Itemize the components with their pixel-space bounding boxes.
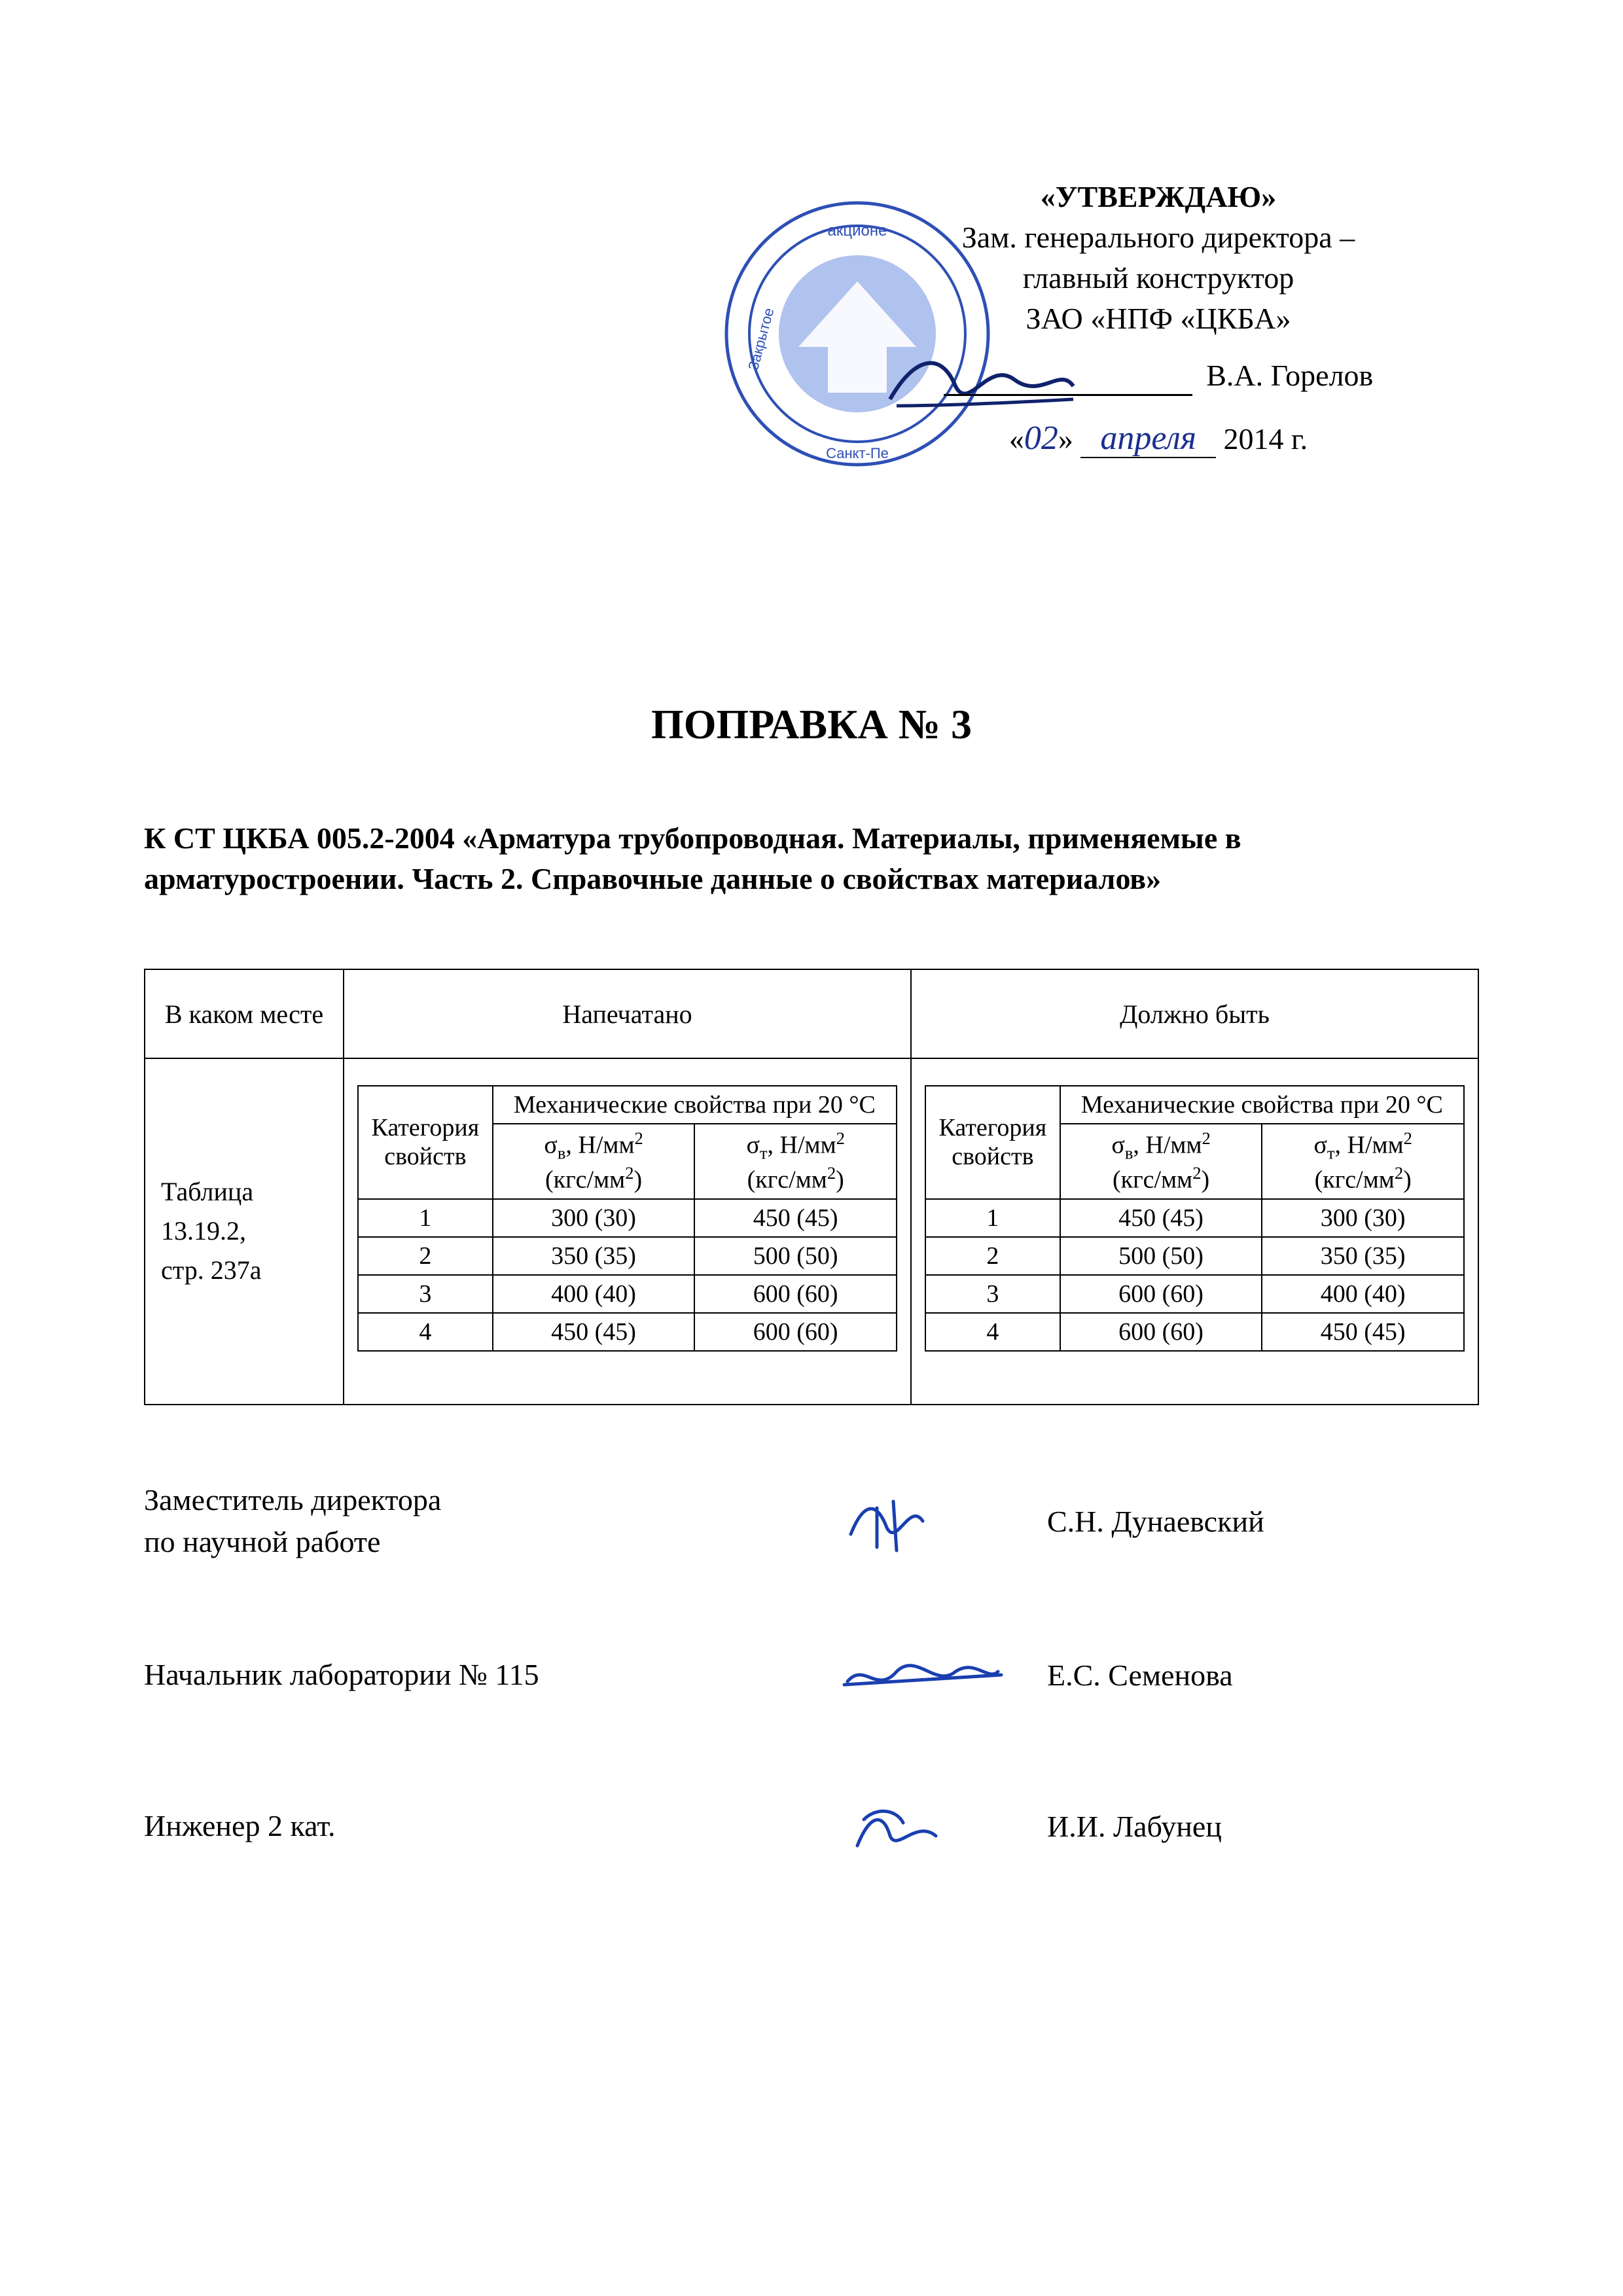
inner-header-sigma-v: σв, Н/мм2(кгс/мм2) [1060,1124,1262,1199]
signer-role: Инженер 2 кат. [144,1805,798,1847]
document-title: ПОПРАВКА № 3 [0,700,1623,749]
approval-title: «УТВЕРЖДАЮ» [864,177,1453,217]
inner-header-category: Категориясвойств [925,1086,1060,1199]
cell-sigma-v: 400 (40) [493,1275,695,1313]
signature-icon [838,1636,1008,1708]
table-row: 2350 (35)500 (50) [358,1237,897,1275]
cell-category: 4 [358,1313,493,1351]
printed-inner-table: КатегориясвойствМеханические свойства пр… [357,1085,897,1352]
cell-sigma-t: 600 (60) [694,1275,897,1313]
cell-sigma-v: 450 (45) [493,1313,695,1351]
inner-header-mech: Механические свойства при 20 °С [493,1086,897,1124]
approval-name: В.А. Горелов [1206,359,1373,392]
cell-category: 1 [925,1199,1060,1237]
signer-name: Е.С. Семенова [1047,1658,1309,1693]
inner-header-category: Категориясвойств [358,1086,493,1199]
signer-row: Инженер 2 кат. И.И. Лабунец [144,1787,1479,1866]
signature-icon [838,1482,1008,1554]
col-location: В каком месте [145,969,344,1058]
table-row: 1300 (30)450 (45) [358,1199,897,1237]
col-printed: Напечатано [344,969,911,1058]
signer-signature [798,1636,1047,1715]
cell-sigma-v: 300 (30) [493,1199,695,1237]
approval-line3: ЗАО «НПФ «ЦКБА» [864,298,1453,339]
approval-day: 02 [1024,420,1058,457]
signer-role: Заместитель директорапо научной работе [144,1479,798,1564]
table-row: 2500 (50)350 (35) [925,1237,1464,1275]
col-should: Должно быть [911,969,1478,1058]
approval-sign-line [944,394,1192,396]
cell-sigma-t: 450 (45) [694,1199,897,1237]
should-inner-table: КатегориясвойствМеханические свойства пр… [925,1085,1465,1352]
approval-line2: главный конструктор [864,258,1453,298]
signer-name: С.Н. Дунаевский [1047,1504,1309,1539]
cell-sigma-t: 300 (30) [1262,1199,1464,1237]
signer-signature [798,1482,1047,1561]
cell-category: 3 [358,1275,493,1313]
cell-sigma-v: 350 (35) [493,1237,695,1275]
table-row: 4450 (45)600 (60) [358,1313,897,1351]
table-row: 3400 (40)600 (60) [358,1275,897,1313]
inner-header-mech: Механические свойства при 20 °С [1060,1086,1464,1124]
table-row: 3600 (60)400 (40) [925,1275,1464,1313]
cell-sigma-v: 600 (60) [1060,1275,1262,1313]
signer-row: Начальник лаборатории № 115 Е.С. Семенова [144,1636,1479,1715]
approval-line1: Зам. генерального директора – [864,217,1453,258]
cell-sigma-v: 600 (60) [1060,1313,1262,1351]
location-cell: Таблица13.19.2,стр. 237а [145,1058,344,1405]
cell-sigma-t: 350 (35) [1262,1237,1464,1275]
signer-name: И.И. Лабунец [1047,1809,1309,1844]
cell-sigma-v: 500 (50) [1060,1237,1262,1275]
cell-category: 3 [925,1275,1060,1313]
table-row: 1450 (45)300 (30) [925,1199,1464,1237]
approval-month: апреля [1080,420,1216,458]
approval-date: «02» апреля 2014 г. [864,416,1453,461]
signature-icon [838,1787,1008,1859]
cell-sigma-t: 450 (45) [1262,1313,1464,1351]
inner-header-sigma-t: σт, Н/мм2(кгс/мм2) [694,1124,897,1199]
cell-category: 1 [358,1199,493,1237]
cell-sigma-t: 600 (60) [694,1313,897,1351]
printed-cell: КатегориясвойствМеханические свойства пр… [344,1058,911,1405]
signer-role: Начальник лаборатории № 115 [144,1654,798,1696]
page: акционе Закрытое Санкт-Пе «УТВЕРЖДАЮ» За… [0,0,1623,2296]
approval-block: «УТВЕРЖДАЮ» Зам. генерального директора … [864,177,1453,462]
approval-year: 2014 г. [1223,422,1308,456]
should-cell: КатегориясвойствМеханические свойства пр… [911,1058,1478,1405]
signers-block: Заместитель директорапо научной работе С.… [144,1479,1479,1938]
cell-sigma-t: 400 (40) [1262,1275,1464,1313]
inner-header-sigma-t: σт, Н/мм2(кгс/мм2) [1262,1124,1464,1199]
cell-category: 2 [358,1237,493,1275]
cell-category: 4 [925,1313,1060,1351]
cell-sigma-v: 450 (45) [1060,1199,1262,1237]
signer-row: Заместитель директорапо научной работе С.… [144,1479,1479,1564]
document-subtitle: К СТ ЦКБА 005.2-2004 «Арматура трубопров… [144,818,1479,899]
correction-table: В каком месте Напечатано Должно быть Таб… [144,969,1479,1405]
table-row: 4600 (60)450 (45) [925,1313,1464,1351]
cell-sigma-t: 500 (50) [694,1237,897,1275]
inner-header-sigma-v: σв, Н/мм2(кгс/мм2) [493,1124,695,1199]
cell-category: 2 [925,1237,1060,1275]
signer-signature [798,1787,1047,1866]
